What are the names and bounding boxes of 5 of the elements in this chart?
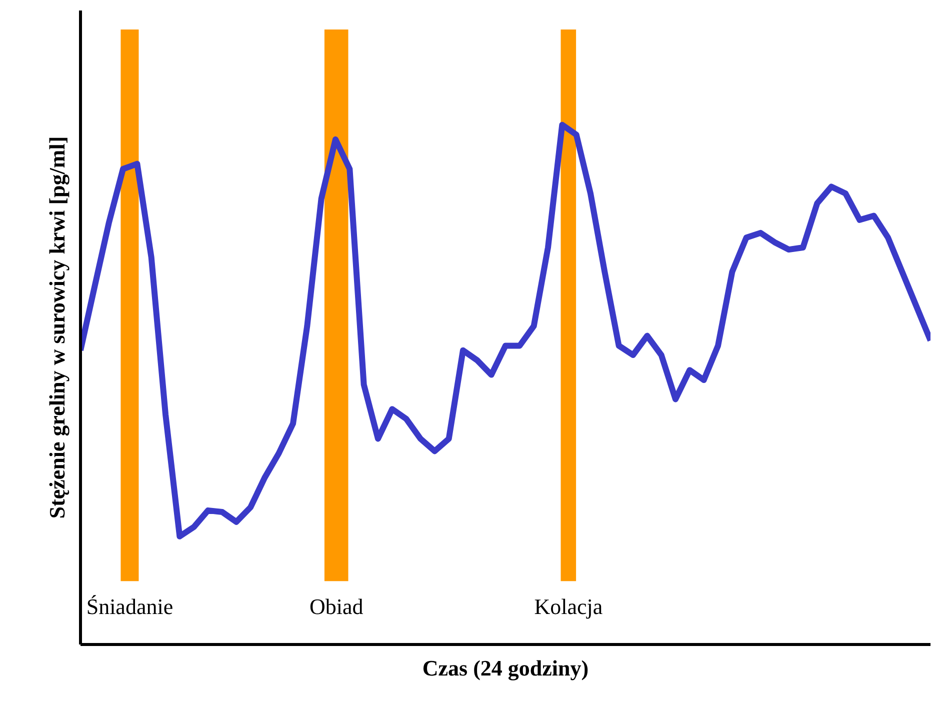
annotation: Śniadanie xyxy=(86,594,174,620)
x-axis-title: Czas (24 godziny) xyxy=(422,656,589,680)
y-axis-title: Stężenie greliny w surowicy krwi [pg/ml] xyxy=(44,136,70,519)
annotation: Obiad xyxy=(309,594,364,620)
annotation: Kolacja xyxy=(534,594,603,620)
